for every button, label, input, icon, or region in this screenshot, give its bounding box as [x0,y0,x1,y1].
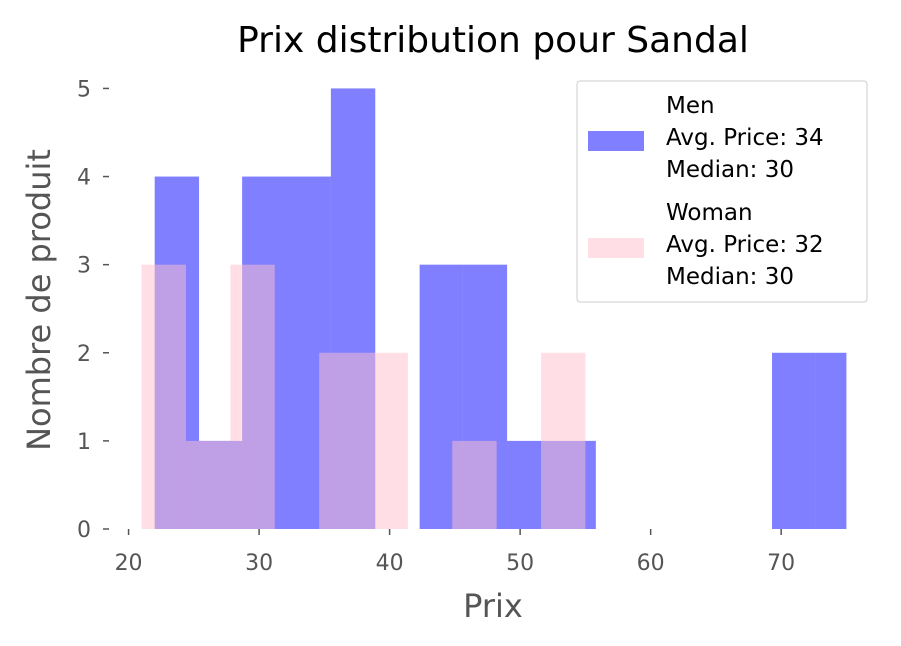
legend-text-men: Avg. Price: 34 [666,125,824,151]
x-axis: 20 30 40 50 60 70 [115,529,795,576]
y-tick-label: 4 [77,166,91,191]
legend-swatch-men [588,131,644,151]
y-axis: 0 1 2 3 4 5 [77,77,109,543]
x-tick-label: 20 [115,551,143,576]
y-tick-label: 1 [77,430,91,455]
bar-woman-9 [541,352,586,529]
bars-group [141,88,847,529]
y-tick-label: 3 [77,254,91,279]
legend-text-men: Men [666,93,715,119]
x-tick-label: 70 [767,551,795,576]
chart-title: Prix distribution pour Sandal [237,20,749,61]
y-tick-label: 0 [77,518,91,543]
bar-woman-7 [452,440,497,529]
legend: Men Avg. Price: 34 Median: 30 Woman Avg. Pri… [576,80,868,303]
bar-woman-5 [363,352,408,529]
legend-entries: Men Avg. Price: 34 Median: 30 Woman Avg. Pri… [588,93,824,290]
bar-woman-2 [230,264,275,529]
bar-woman-4 [319,352,364,529]
legend-swatch-woman [588,238,644,258]
y-tick-label: 5 [77,77,91,102]
x-axis-label: Prix [463,587,523,625]
bar-men-15 [815,352,847,529]
legend-text-men: Median: 30 [666,157,794,183]
x-tick-label: 40 [376,551,404,576]
legend-text-woman: Woman [666,200,753,226]
y-axis-label: Nombre de produit [20,149,58,451]
bar-woman-0 [141,264,187,529]
x-tick-label: 30 [245,551,273,576]
legend-text-woman: Avg. Price: 32 [666,232,824,258]
x-tick-label: 50 [506,551,534,576]
legend-text-woman: Median: 30 [666,264,794,290]
legend-box [576,80,868,303]
bar-men-14 [772,352,816,529]
y-tick-label: 2 [77,342,91,367]
bar-woman-1 [186,440,231,529]
x-tick-label: 60 [637,551,665,576]
